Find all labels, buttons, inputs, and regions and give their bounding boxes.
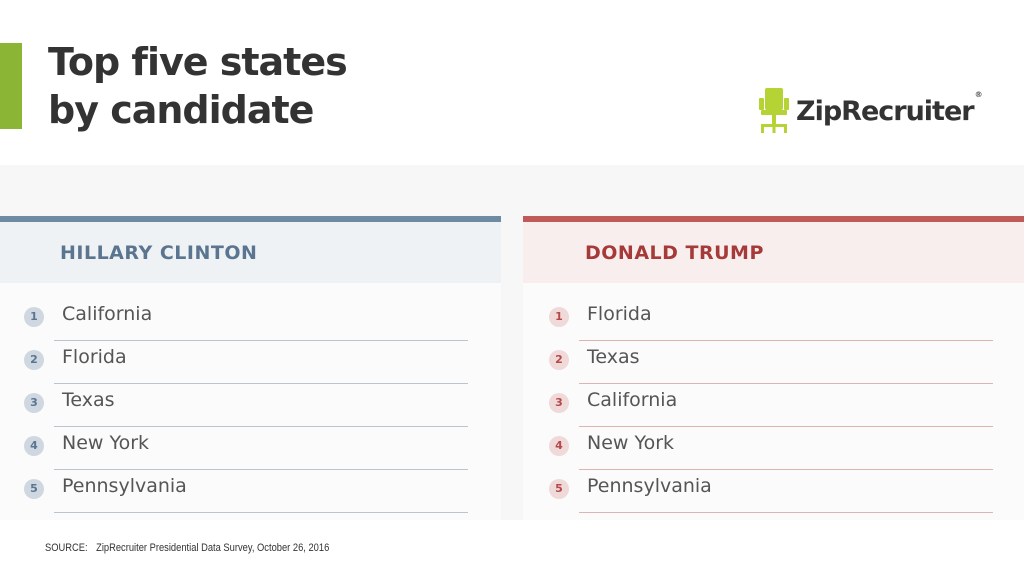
rank-badge: 5 [549, 479, 569, 499]
divider [579, 340, 993, 341]
page-title: Top five states by candidate [48, 38, 348, 134]
list-item: 4 New York [24, 427, 468, 470]
rank-badge: 5 [24, 479, 44, 499]
divider [579, 426, 993, 427]
office-chair-icon [759, 88, 789, 133]
divider [579, 383, 993, 384]
list-item: 1 California [24, 298, 468, 341]
state-name: New York [587, 432, 675, 454]
list-item: 3 Texas [24, 384, 468, 427]
list-item: 1 Florida [549, 298, 993, 341]
state-name: Texas [62, 389, 115, 411]
list-item: 4 New York [549, 427, 993, 470]
logo-wordmark: ZipRecruiter® [796, 90, 983, 127]
trump-state-list: 1 Florida 2 Texas 3 California 4 New Yor… [549, 298, 993, 513]
page-title-line-2: by candidate [48, 88, 314, 132]
rank-badge: 3 [24, 393, 44, 413]
clinton-panel: HILLARY CLINTON 1 California 2 Florida 3… [0, 216, 501, 520]
list-item: 5 Pennsylvania [549, 470, 993, 513]
rank-badge: 4 [24, 436, 44, 456]
state-name: Texas [587, 346, 640, 368]
logo-name: ZipRecruiter [796, 95, 975, 127]
state-name: New York [62, 432, 150, 454]
divider [54, 383, 468, 384]
list-item: 5 Pennsylvania [24, 470, 468, 513]
rank-badge: 2 [24, 350, 44, 370]
rank-badge: 4 [549, 436, 569, 456]
registered-mark: ® [974, 89, 983, 99]
trump-panel-bar [523, 216, 1024, 222]
state-name: Pennsylvania [587, 475, 712, 497]
list-item: 2 Texas [549, 341, 993, 384]
state-name: California [587, 389, 678, 411]
rank-badge: 3 [549, 393, 569, 413]
ziprecruiter-logo: ZipRecruiter® [758, 86, 983, 136]
state-name: Florida [62, 346, 127, 368]
divider [54, 469, 468, 470]
candidate-name: DONALD TRUMP [585, 241, 764, 264]
list-item: 3 California [549, 384, 993, 427]
clinton-panel-bar [0, 216, 501, 222]
title-accent-bar [0, 43, 22, 129]
divider [579, 512, 993, 513]
rank-badge: 2 [549, 350, 569, 370]
source-label: SOURCE: [45, 542, 88, 554]
divider [579, 469, 993, 470]
divider [54, 426, 468, 427]
rank-badge: 1 [549, 307, 569, 327]
list-item: 2 Florida [24, 341, 468, 384]
clinton-state-list: 1 California 2 Florida 3 Texas 4 New Yor… [24, 298, 468, 513]
candidate-name: HILLARY CLINTON [60, 241, 258, 264]
trump-panel-header: DONALD TRUMP [523, 222, 1024, 283]
source-text: ZipRecruiter Presidential Data Survey, O… [96, 542, 330, 554]
trump-panel: DONALD TRUMP 1 Florida 2 Texas 3 Califor… [523, 216, 1024, 520]
state-name: Florida [587, 303, 652, 325]
clinton-panel-header: HILLARY CLINTON [0, 222, 501, 283]
rank-badge: 1 [24, 307, 44, 327]
page-title-line-1: Top five states [48, 40, 348, 84]
divider [54, 512, 468, 513]
source-note: SOURCE: ZipRecruiter Presidential Data Su… [45, 542, 329, 554]
state-name: Pennsylvania [62, 475, 187, 497]
divider [54, 340, 468, 341]
state-name: California [62, 303, 153, 325]
